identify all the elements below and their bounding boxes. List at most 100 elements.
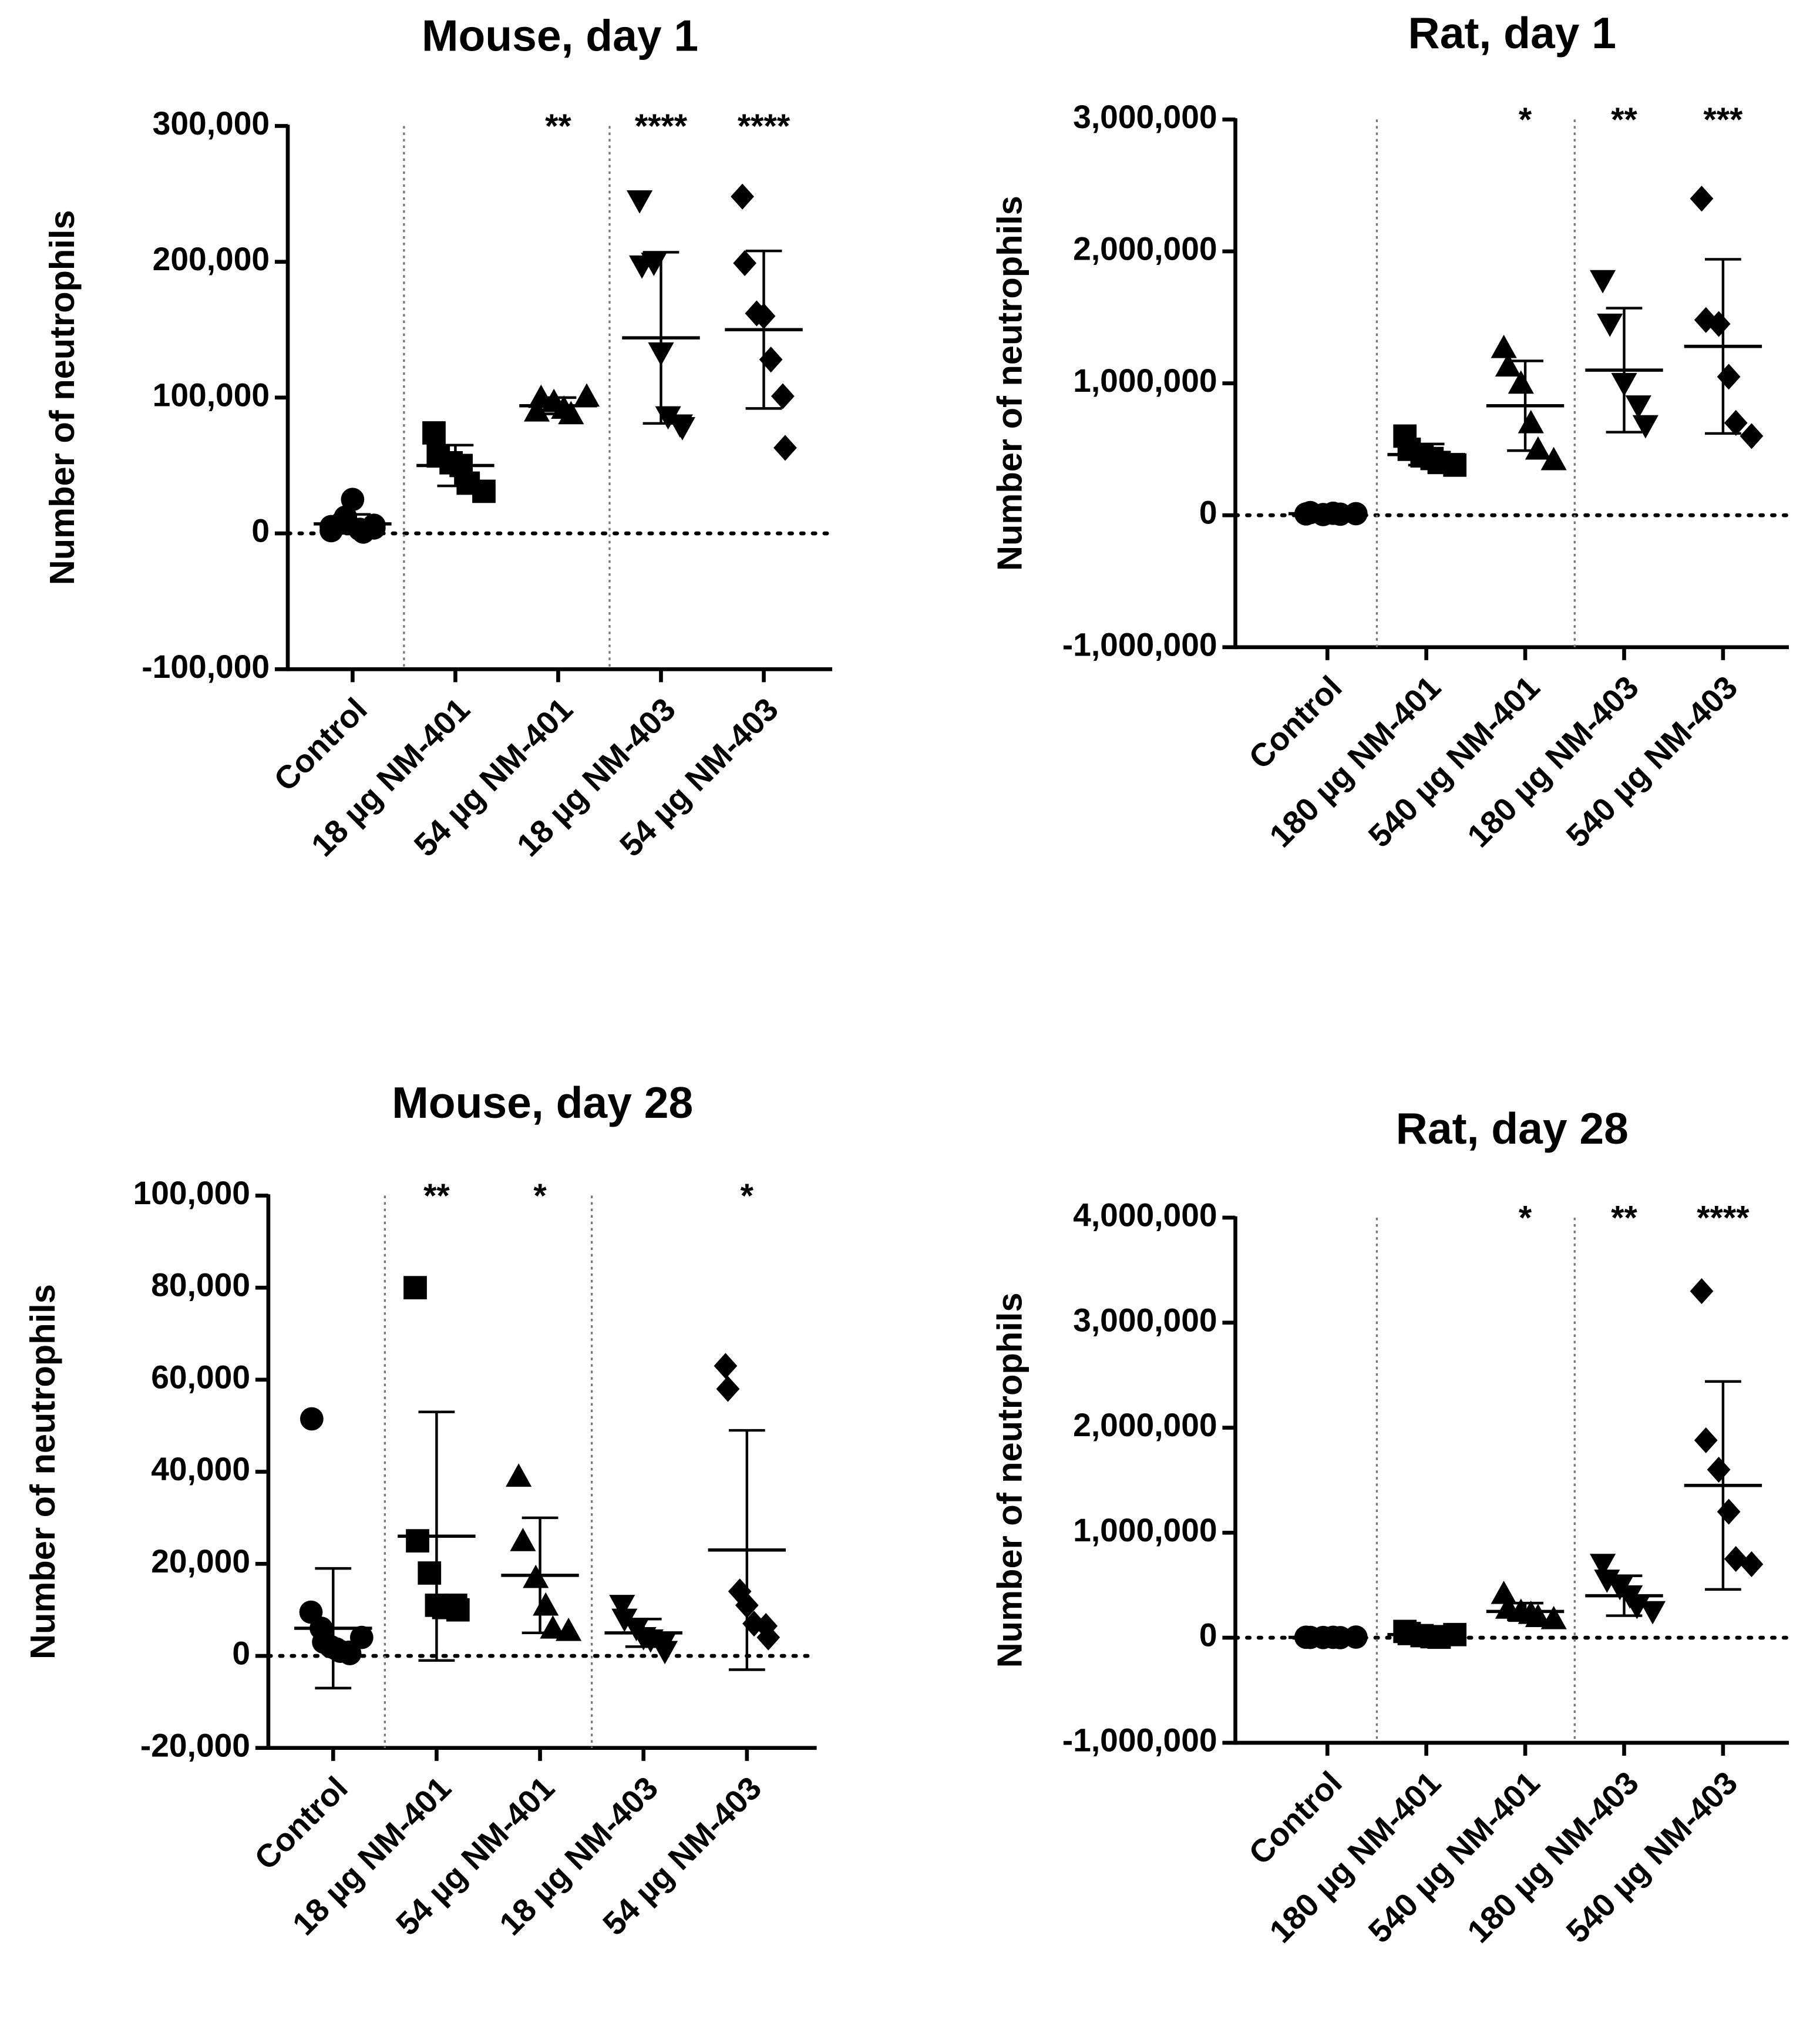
data-point [1690,1278,1714,1305]
y-tick-label: 0 [232,1635,250,1672]
data-point [300,1407,324,1431]
data-point [1589,270,1616,294]
data-point [611,1608,638,1632]
y-tick-label: 3,000,000 [1073,99,1217,135]
data-point [626,190,653,214]
data-point [422,421,446,445]
y-tick-label: 0 [1199,495,1217,531]
data-point [573,383,600,407]
data-point [341,488,365,512]
y-tick-label: -100,000 [142,648,270,685]
data-point [1491,334,1517,358]
error-bar [1408,1631,1445,1638]
data-point [362,516,386,540]
data-point [1707,1456,1731,1483]
significance: ** [1611,101,1637,139]
data-point [1707,311,1731,337]
x-tick-label: 180 µg NM-401 [1262,1765,1448,1950]
data-point [731,183,754,210]
data-point [472,479,496,503]
error-bar [437,443,474,488]
data-point [406,1529,429,1552]
y-tick-label: 100,000 [133,1175,250,1211]
error-bar [1606,307,1643,434]
error-bar [1309,512,1346,516]
data-point [1639,1601,1666,1625]
data-point [523,398,550,422]
data-point [771,383,795,409]
y-tick-label: 20,000 [151,1543,250,1580]
y-tick-label: 0 [251,513,270,549]
x-tick-label: Control [247,1769,355,1877]
y-tick-label: -1,000,000 [1062,1722,1217,1758]
data-point [403,1276,427,1300]
data-point [1525,436,1551,460]
y-tick-label: -1,000,000 [1062,626,1217,663]
data-point [609,1595,635,1618]
x-tick-label: 180 µg NM-401 [1262,669,1448,855]
data-point [558,401,584,425]
y-axis-label: Number of neutrophils [990,196,1030,571]
y-tick-label: 2,000,000 [1073,231,1217,267]
error-bar [728,1429,765,1671]
data-point [652,1641,678,1665]
error-bar [522,1516,559,1635]
data-point [756,1624,781,1651]
significance: * [1519,101,1532,139]
data-point [1632,415,1658,439]
error-bar [1704,258,1741,435]
significance: ** [423,1177,450,1215]
data-point [1495,353,1522,377]
data-point [716,1376,740,1402]
data-point [338,1642,362,1665]
error-bar [1507,1601,1543,1621]
data-point [1525,1604,1551,1628]
data-point [533,1592,559,1616]
x-tick-label: 180 µg NM-403 [1460,669,1646,855]
x-tick-label: 540 µg NM-401 [1361,669,1547,855]
x-tick-label: Control [267,691,374,798]
data-point [446,1598,470,1622]
significance: **** [1697,1199,1750,1237]
data-point [669,417,695,441]
y-tick-label: 80,000 [151,1267,250,1303]
error-bar [642,251,679,425]
y-tick-label: 60,000 [151,1359,250,1395]
y-axis-label: Number of neutrophils [23,1284,62,1659]
significance: **** [635,107,688,145]
x-tick-label: 540 µg NM-401 [1361,1765,1547,1950]
y-tick-label: -20,000 [140,1727,250,1763]
error-bar [540,396,577,415]
x-tick-label: 540 µg NM-403 [1559,669,1745,855]
significance: ** [1611,1199,1637,1237]
y-tick-label: 4,000,000 [1073,1197,1217,1234]
data-point [1724,409,1748,436]
data-point [714,1353,738,1379]
chart-title: Mouse, day 1 [422,11,698,60]
data-point [1443,453,1467,477]
y-tick-label: 3,000,000 [1073,1302,1217,1338]
data-point [1540,446,1567,471]
data-point [1491,1580,1517,1604]
error-bar [334,513,371,535]
error-bar [625,1618,662,1648]
data-point [506,1463,532,1487]
significance: * [741,1177,754,1215]
data-point [556,1617,582,1641]
error-bar [1309,1635,1346,1639]
data-point [349,1625,374,1649]
data-point [1589,1554,1616,1578]
data-point [733,250,757,277]
data-point [1540,1605,1567,1629]
data-point [1518,409,1544,434]
error-bar [418,1410,455,1662]
significance: **** [738,107,790,145]
y-tick-label: 1,000,000 [1073,362,1217,399]
data-point [1717,364,1741,390]
x-tick-label: 540 µg NM-403 [1559,1765,1745,1950]
data-point [1625,395,1651,419]
y-tick-label: 300,000 [153,105,270,142]
error-bar [315,1567,352,1690]
y-tick-label: 1,000,000 [1073,1512,1217,1548]
